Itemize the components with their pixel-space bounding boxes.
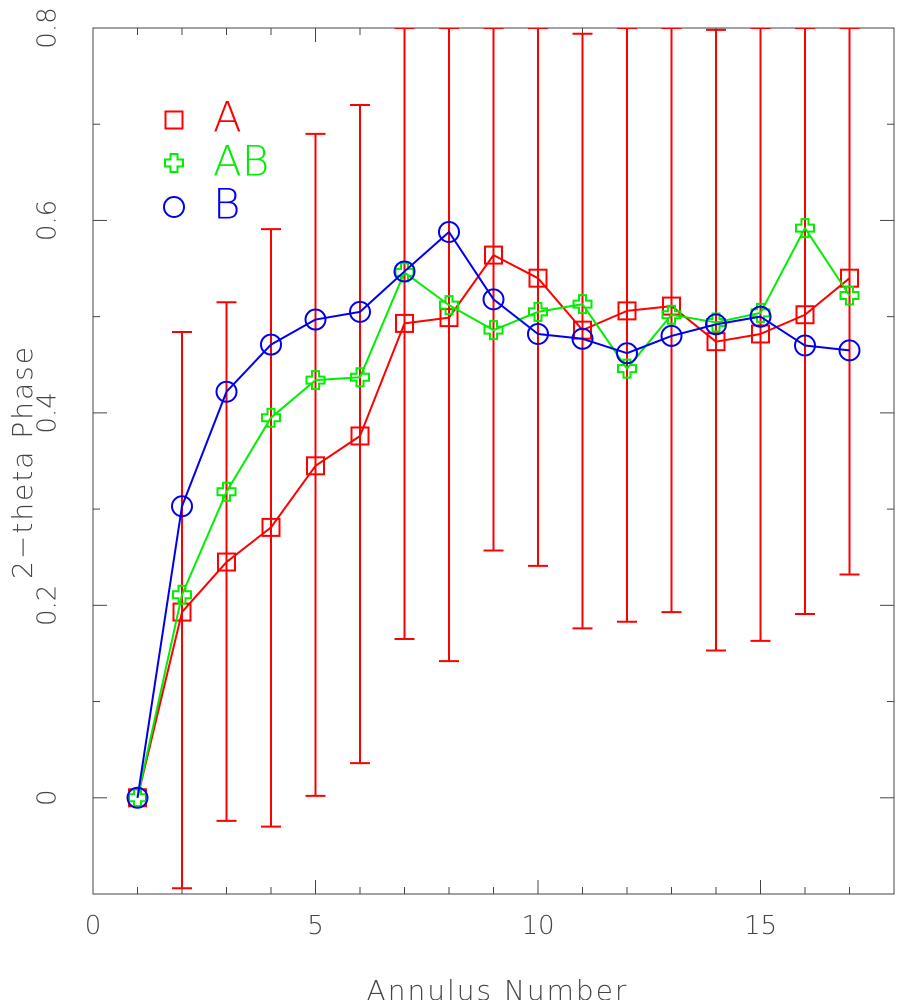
data-point (571, 327, 594, 350)
data-point (261, 407, 281, 428)
data-point (439, 308, 459, 328)
data-point (172, 584, 192, 605)
legend-label: B (213, 180, 241, 229)
data-point (839, 285, 860, 306)
legend-label: AB (213, 137, 269, 186)
data-point (171, 495, 193, 518)
data-point (706, 332, 726, 352)
legend-entry: AB (164, 137, 269, 186)
x-tick-label: 5 (307, 911, 324, 941)
x-tick-label: 10 (521, 911, 554, 941)
legend-label: A (213, 93, 242, 142)
data-point (660, 324, 683, 347)
axes: 0 5 10 15 0 0.2 0.4 0.6 0.8 (33, 7, 895, 941)
data-point (749, 305, 772, 328)
y-tick-label: 0.2 (33, 585, 63, 626)
legend-marker (164, 110, 184, 130)
x-axis-label: Annulus Number (367, 974, 629, 1000)
data-point (482, 288, 505, 311)
data-point (350, 367, 370, 388)
data-point (260, 333, 282, 356)
data-point (439, 295, 459, 316)
data-point (305, 370, 326, 391)
y-tick-label: 0 (33, 790, 63, 807)
y-tick-label: 0.8 (33, 7, 63, 48)
data-point (617, 301, 637, 321)
data-point (528, 301, 548, 322)
data-point (751, 324, 770, 344)
data-series (126, 218, 861, 809)
series-line (136, 254, 851, 799)
series-line (136, 227, 851, 798)
data-point (795, 305, 815, 325)
x-tick-label: 15 (744, 911, 777, 941)
data-point (215, 380, 238, 403)
data-point (217, 552, 236, 572)
data-point (750, 302, 771, 323)
data-point (393, 260, 416, 283)
series-b (126, 220, 861, 809)
y-axis-label: 2−theta Phase (6, 345, 39, 579)
data-point (216, 481, 237, 502)
data-point (617, 358, 637, 379)
legend-marker (163, 196, 185, 218)
data-point (484, 245, 503, 265)
y-tick-label: 0.6 (33, 200, 63, 241)
legend-entry: B (163, 180, 241, 229)
data-point (527, 322, 549, 345)
data-point (395, 313, 414, 333)
data-point (350, 426, 370, 446)
series-a (128, 245, 859, 808)
data-point (261, 517, 281, 537)
data-point (795, 218, 815, 239)
x-tick-label: 0 (85, 911, 102, 941)
legend-entry: A (164, 93, 242, 142)
data-point (306, 456, 325, 476)
data-point (528, 268, 548, 288)
data-point (616, 342, 638, 365)
error-bars (172, 28, 860, 890)
data-point (838, 339, 861, 362)
data-point (572, 294, 593, 315)
data-point (304, 308, 327, 331)
data-point (438, 220, 460, 243)
data-point (661, 304, 682, 325)
data-point (349, 300, 371, 323)
legend-marker (164, 153, 184, 173)
series-line (136, 230, 850, 798)
data-point (794, 334, 816, 357)
data-point (126, 786, 149, 809)
y-tick-label: 0.4 (33, 392, 63, 433)
data-point (705, 313, 727, 336)
data-point (483, 320, 504, 341)
